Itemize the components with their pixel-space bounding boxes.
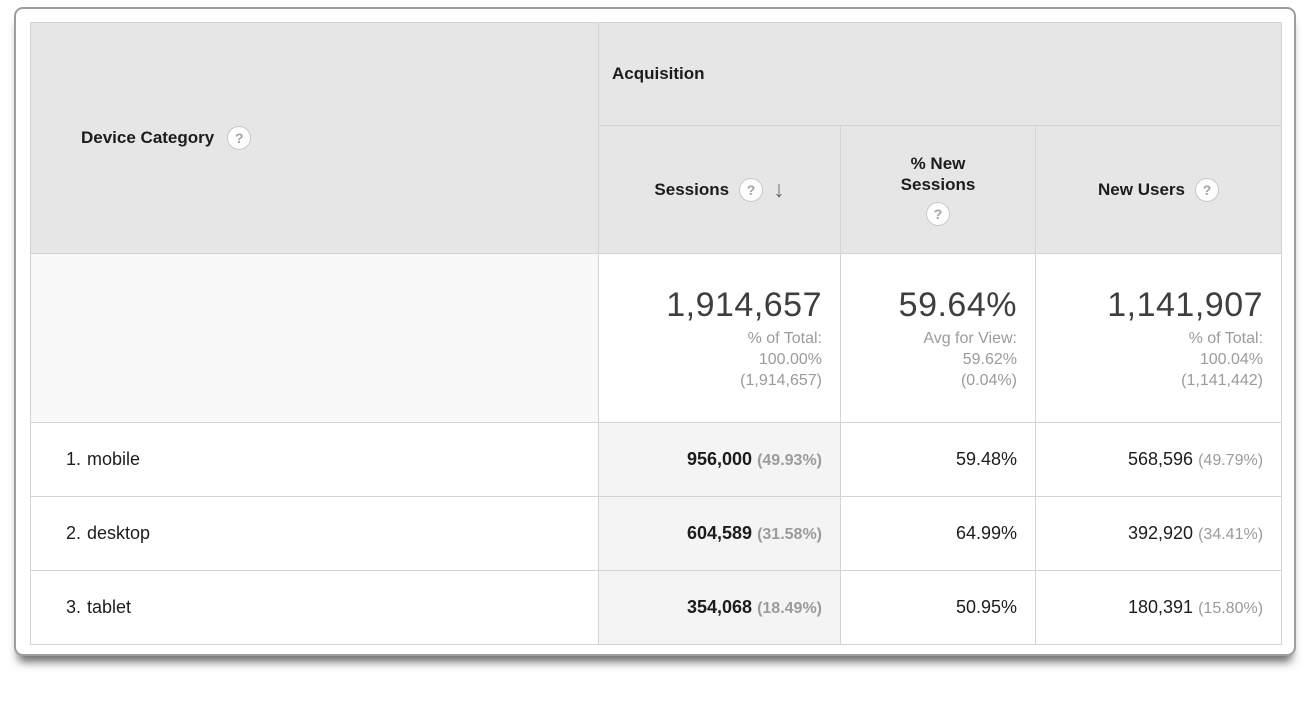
percent-new-sessions-value: 50.95% <box>955 597 1017 617</box>
sessions-value: 604,589 <box>686 523 753 543</box>
sessions-percent: (18.49%) <box>757 600 822 617</box>
device-cell: 1. mobile <box>30 422 599 497</box>
new-users-cell: 392,920 (34.41%) <box>1034 496 1283 571</box>
column-header-percent-new-sessions[interactable]: % New Sessions ? <box>840 125 1036 254</box>
new-users-value: 568,596 <box>1128 449 1194 469</box>
new-users-value: 392,920 <box>1128 523 1194 543</box>
summary-percent-new-sessions-subtext: Avg for View: 59.62% (0.04%) <box>923 329 1017 389</box>
percent-new-sessions-cell: 50.95% <box>840 570 1036 645</box>
summary-percent-new-sessions-value: 59.64% <box>898 285 1017 324</box>
table-row: 3. tablet 354,068 (18.49%) 50.95% 180,39… <box>30 570 1283 645</box>
help-icon[interactable]: ? <box>926 202 950 227</box>
help-icon[interactable]: ? <box>1194 177 1219 202</box>
row-rank: 3. <box>66 597 82 617</box>
new-users-percent: (49.79%) <box>1198 452 1264 469</box>
summary-sessions-value: 1,914,657 <box>666 285 822 324</box>
device-category-table: Device Category ? Acquisition Sessions ?… <box>30 22 1283 645</box>
new-users-label: New Users <box>1098 179 1185 199</box>
new-users-value: 180,391 <box>1128 597 1194 617</box>
column-header-sessions[interactable]: Sessions ? ↓ <box>598 125 841 254</box>
summary-new-users-subtext: % of Total: 100.04% (1,141,442) <box>1181 329 1264 389</box>
summary-percent-new-sessions-cell: 59.64% Avg for View: 59.62% (0.04%) <box>840 253 1036 423</box>
column-header-new-users[interactable]: New Users ? <box>1034 125 1283 254</box>
summary-new-users-value: 1,141,907 <box>1107 285 1264 324</box>
table-row: 1. mobile 956,000 (49.93%) 59.48% 568,59… <box>30 422 1283 497</box>
row-rank: 2. <box>66 523 82 543</box>
device-name: mobile <box>87 449 141 469</box>
summary-device-cell <box>30 253 599 423</box>
sessions-percent: (31.58%) <box>757 526 822 543</box>
sessions-value: 354,068 <box>686 597 753 617</box>
sessions-value: 956,000 <box>686 449 753 469</box>
device-category-label: Device Category <box>81 128 215 147</box>
new-users-cell: 180,391 (15.80%) <box>1034 570 1283 645</box>
percent-new-sessions-cell: 59.48% <box>840 422 1036 497</box>
report-card: Device Category ? Acquisition Sessions ?… <box>14 7 1296 656</box>
device-name: desktop <box>87 523 151 543</box>
sessions-percent: (49.93%) <box>757 452 822 469</box>
column-group-acquisition: Acquisition <box>597 22 1283 126</box>
device-name: tablet <box>87 597 132 617</box>
table-row: 2. desktop 604,589 (31.58%) 64.99% 392,9… <box>30 496 1283 571</box>
sessions-cell: 956,000 (49.93%) <box>598 422 841 497</box>
device-cell: 3. tablet <box>30 570 599 645</box>
row-rank: 1. <box>66 449 82 469</box>
help-icon[interactable]: ? <box>227 126 252 150</box>
summary-row: 1,914,657 % of Total: 100.00% (1,914,657… <box>30 253 1283 423</box>
sessions-label: Sessions <box>654 179 730 199</box>
summary-sessions-cell: 1,914,657 % of Total: 100.00% (1,914,657… <box>598 253 841 423</box>
sort-descending-icon[interactable]: ↓ <box>773 176 785 202</box>
percent-new-sessions-label-line1: % New <box>910 153 966 173</box>
sessions-cell: 604,589 (31.58%) <box>598 496 841 571</box>
help-icon[interactable]: ? <box>739 177 764 202</box>
new-users-cell: 568,596 (49.79%) <box>1034 422 1283 497</box>
percent-new-sessions-value: 59.48% <box>955 449 1017 469</box>
column-header-device-category[interactable]: Device Category ? <box>30 22 599 254</box>
acquisition-label: Acquisition <box>612 64 705 83</box>
new-users-percent: (34.41%) <box>1198 526 1264 543</box>
percent-new-sessions-label-line2: Sessions <box>900 175 976 194</box>
header-row-metrics: Sessions ? ↓ % New Sessions ? New Users <box>31 125 1283 254</box>
device-cell: 2. desktop <box>30 496 599 571</box>
summary-new-users-cell: 1,141,907 % of Total: 100.04% (1,141,442… <box>1034 253 1283 423</box>
percent-new-sessions-value: 64.99% <box>955 523 1017 543</box>
percent-new-sessions-cell: 64.99% <box>840 496 1036 571</box>
header-row-group: Device Category ? Acquisition <box>30 22 1283 254</box>
summary-sessions-subtext: % of Total: 100.00% (1,914,657) <box>740 329 822 389</box>
new-users-percent: (15.80%) <box>1198 600 1264 617</box>
sessions-cell: 354,068 (18.49%) <box>598 570 841 645</box>
